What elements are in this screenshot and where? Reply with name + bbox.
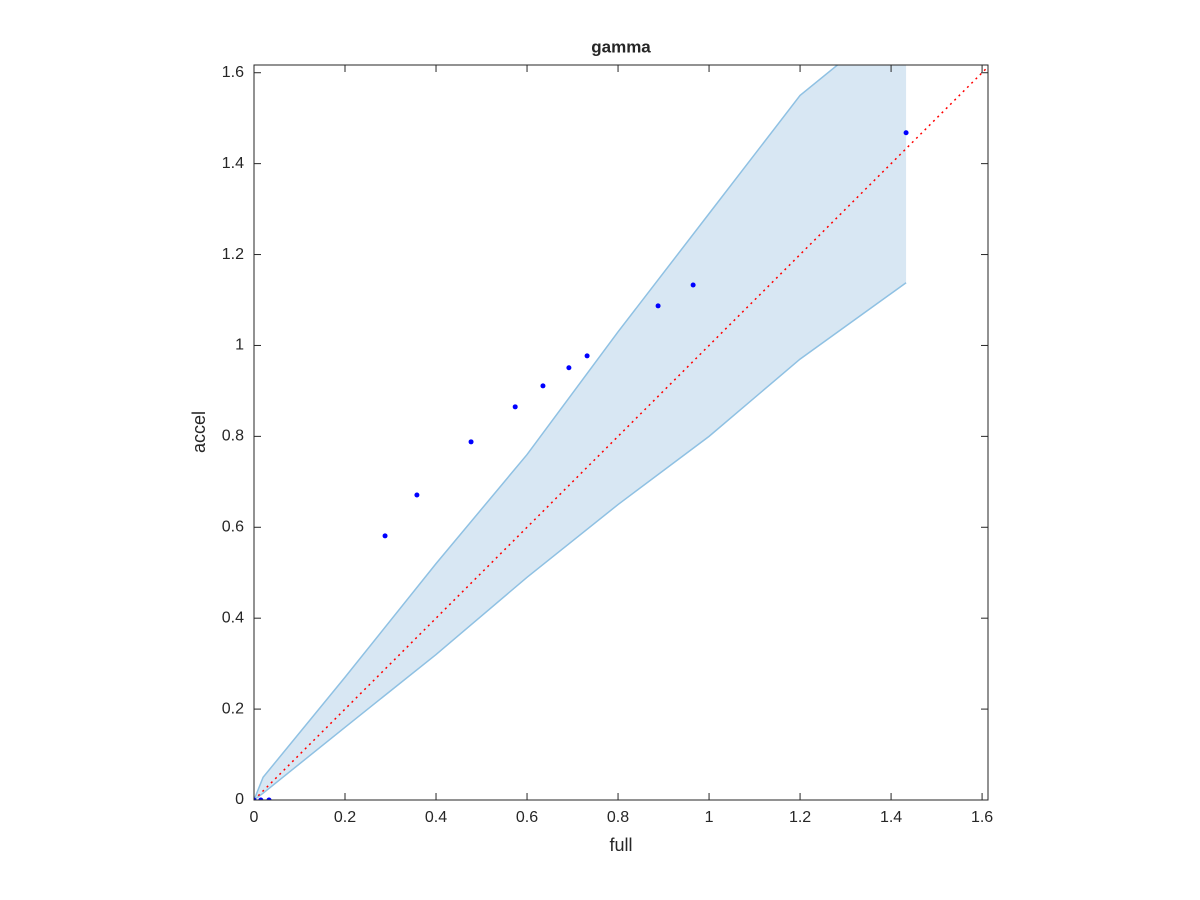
axes-box: [253, 64, 989, 801]
y-tick-label: 1: [235, 337, 244, 354]
y-tick-label: 1.6: [222, 64, 244, 81]
data-point: [382, 533, 388, 539]
band-edge: [254, 65, 839, 800]
x-tick-label: 0.2: [334, 809, 356, 826]
y-tick-label: 0.8: [222, 428, 244, 445]
y-axis-label: accel: [189, 411, 209, 453]
x-tick-label: 0.8: [607, 809, 629, 826]
data-point: [258, 797, 264, 800]
x-tick-label: 0: [250, 809, 259, 826]
data-point: [690, 282, 696, 288]
chart-title: gamma: [591, 37, 651, 56]
data-point: [254, 797, 257, 800]
x-tick-label: 0.6: [516, 809, 538, 826]
x-tick-label: 1.6: [971, 809, 993, 826]
band-edge: [254, 282, 907, 800]
data-point: [903, 130, 909, 136]
x-tick-label: 1.4: [880, 809, 902, 826]
data-point: [566, 365, 572, 371]
reference-line: [254, 66, 988, 800]
y-tick-label: 1.4: [222, 155, 244, 172]
x-tick-label: 1.2: [789, 809, 811, 826]
data-point: [655, 303, 661, 309]
x-axis-label: full: [609, 835, 632, 855]
data-point: [468, 439, 474, 445]
data-point: [414, 492, 420, 498]
y-tick-label: 0.4: [222, 609, 244, 626]
data-point: [584, 353, 590, 359]
y-tick-label: 1.2: [222, 246, 244, 263]
data-point: [512, 404, 518, 410]
y-tick-label: 0.2: [222, 700, 244, 717]
x-tick-label: 0.4: [425, 809, 447, 826]
y-tick-label: 0.6: [222, 518, 244, 535]
plot-area: [254, 65, 988, 800]
data-point: [540, 383, 546, 389]
x-tick-label: 1: [705, 809, 714, 826]
data-point: [266, 797, 272, 800]
confidence-band: [254, 65, 907, 800]
y-tick-label: 0: [235, 791, 244, 808]
